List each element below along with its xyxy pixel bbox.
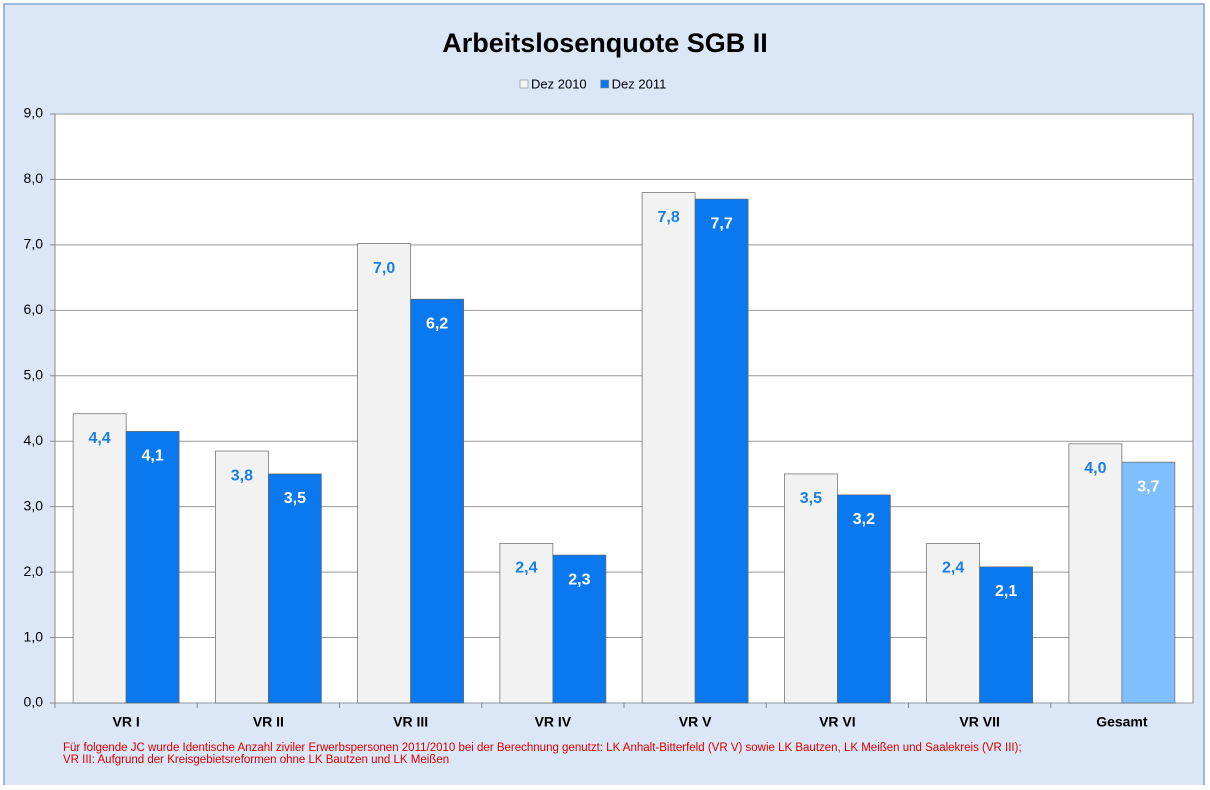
value-label: 6,2 bbox=[426, 315, 448, 332]
y-tick-label: 9,0 bbox=[24, 105, 44, 121]
y-tick-label: 7,0 bbox=[24, 236, 44, 252]
footnote: VR III: Aufgrund der Kreisgebietsreforme… bbox=[63, 754, 449, 766]
chart-title: Arbeitslosenquote SGB II bbox=[442, 28, 768, 58]
y-tick-label: 2,0 bbox=[24, 563, 44, 579]
value-label: 2,4 bbox=[515, 560, 537, 577]
y-tick-label: 6,0 bbox=[24, 301, 44, 317]
value-label: 4,0 bbox=[1084, 460, 1106, 477]
legend-swatch bbox=[600, 79, 609, 89]
value-label: 2,1 bbox=[995, 583, 1017, 600]
value-label: 2,4 bbox=[942, 560, 964, 577]
bar bbox=[641, 192, 696, 704]
y-tick-label: 8,0 bbox=[24, 170, 44, 186]
y-tick-label: 5,0 bbox=[24, 366, 44, 382]
bar bbox=[357, 243, 411, 704]
bar bbox=[1121, 461, 1176, 704]
value-label: 3,5 bbox=[284, 490, 306, 507]
y-tick-label: 0,0 bbox=[24, 694, 44, 710]
legend-label: Dez 2010 bbox=[531, 76, 587, 91]
x-tick-label: VR V bbox=[679, 714, 712, 730]
x-tick-label: VR VI bbox=[819, 714, 856, 730]
bar bbox=[926, 542, 980, 704]
x-tick-label: Gesamt bbox=[1096, 714, 1148, 730]
bar bbox=[268, 473, 322, 704]
value-label: 7,8 bbox=[658, 209, 680, 226]
value-label: 4,1 bbox=[142, 448, 164, 465]
bar bbox=[979, 566, 1033, 704]
x-tick-label: VR IV bbox=[535, 714, 572, 730]
x-tick-label: VR II bbox=[253, 714, 284, 730]
bar bbox=[784, 473, 838, 704]
footnote: Für folgende JC wurde Identische Anzahl … bbox=[63, 742, 1022, 754]
y-tick-label: 3,0 bbox=[24, 497, 44, 513]
bar bbox=[410, 298, 464, 704]
value-label: 2,3 bbox=[568, 571, 590, 588]
bar bbox=[1068, 443, 1123, 704]
x-tick-label: VR VII bbox=[959, 714, 999, 730]
bar bbox=[837, 494, 891, 704]
x-tick-label: VR I bbox=[113, 714, 140, 730]
value-label: 3,2 bbox=[853, 511, 875, 528]
y-tick-label: 4,0 bbox=[24, 432, 44, 448]
legend-swatch bbox=[519, 79, 529, 89]
value-label: 3,5 bbox=[800, 490, 822, 507]
y-tick-label: 1,0 bbox=[24, 628, 44, 644]
value-label: 7,7 bbox=[711, 215, 733, 232]
value-label: 3,8 bbox=[231, 467, 253, 484]
bar bbox=[72, 413, 127, 704]
bar bbox=[125, 431, 180, 704]
bar bbox=[499, 542, 554, 704]
value-label: 7,0 bbox=[373, 260, 395, 277]
bar bbox=[694, 198, 749, 704]
legend-label: Dez 2011 bbox=[612, 76, 667, 91]
bar bbox=[552, 554, 607, 704]
x-tick-label: VR III bbox=[393, 714, 428, 730]
bar bbox=[215, 450, 269, 704]
value-label: 4,4 bbox=[89, 430, 111, 447]
value-label: 3,7 bbox=[1137, 478, 1159, 495]
